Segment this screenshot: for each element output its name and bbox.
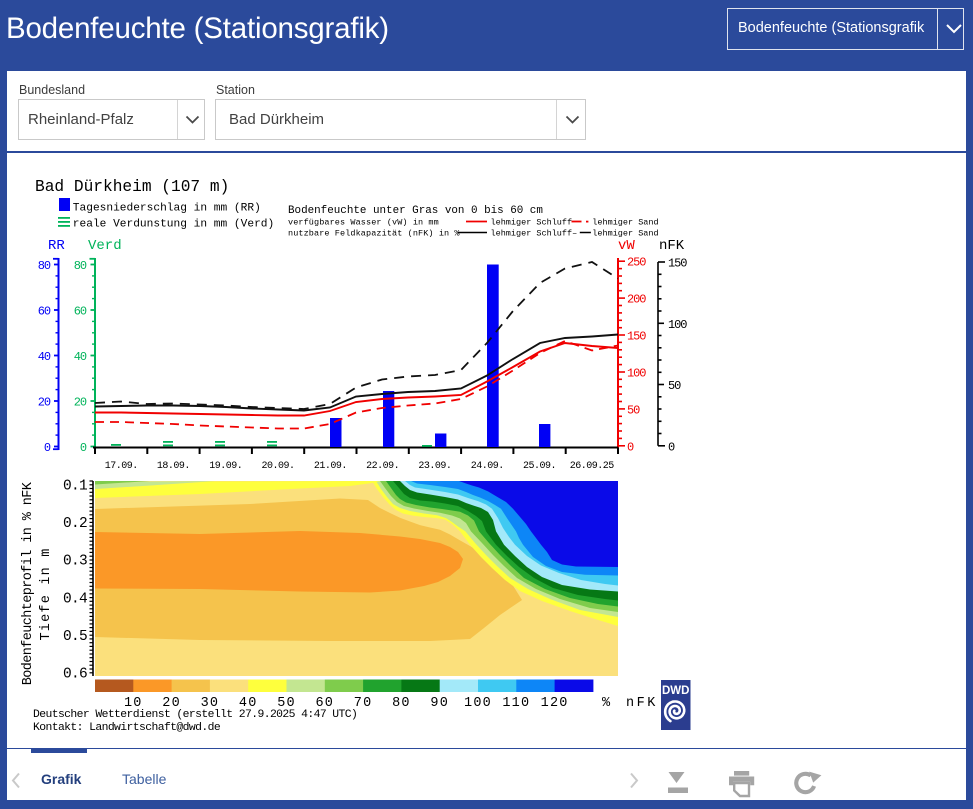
svg-text:90: 90 [430,696,449,711]
svg-text:60: 60 [74,305,87,319]
svg-text:30: 30 [201,696,220,711]
svg-text:60: 60 [38,305,51,319]
svg-text:80: 80 [392,696,411,711]
svg-text:20: 20 [162,696,181,711]
svg-text:110: 110 [502,696,530,711]
svg-text:Bodenfeuchte unter Gras von 0: Bodenfeuchte unter Gras von 0 bis 60 cm [288,205,543,217]
svg-text:70: 70 [354,696,373,711]
svg-text:250: 250 [627,256,646,270]
svg-text:17.09.: 17.09. [105,461,138,472]
svg-text:0: 0 [627,440,634,454]
svg-text:RR: RR [48,238,65,254]
svg-text:0.2: 0.2 [63,516,87,532]
svg-text:lehmiger Sand: lehmiger Sand [592,229,658,239]
svg-text:%: % [602,696,611,711]
svg-text:120: 120 [541,696,569,711]
svg-text:DWD: DWD [662,685,689,697]
svg-text:50: 50 [277,696,296,711]
svg-text:150: 150 [627,330,646,344]
svg-text:Tiefe in m: Tiefe in m [39,547,54,640]
svg-text:0.3: 0.3 [63,554,87,570]
svg-text:nFK: nFK [659,238,685,254]
svg-text:vW: vW [618,238,635,254]
svg-text:Deutscher Wetterdienst (erstel: Deutscher Wetterdienst (erstellt 27.9.20… [33,709,357,721]
svg-text:40: 40 [239,696,258,711]
svg-text:20: 20 [74,396,87,410]
svg-text:26.09.25: 26.09.25 [570,461,615,472]
svg-text:100: 100 [668,318,687,332]
svg-text:0.1: 0.1 [63,479,87,495]
svg-text:lehmiger Schluff: lehmiger Schluff [491,218,573,228]
svg-text:Bad Dürkheim (107 m): Bad Dürkheim (107 m) [35,178,229,196]
svg-text:Tagesniederschlag in mm (RR): Tagesniederschlag in mm (RR) [73,203,261,215]
svg-text:40: 40 [38,350,51,364]
svg-text:200: 200 [627,293,646,307]
svg-text:Bodenfeuchteprofil in % nFK: Bodenfeuchteprofil in % nFK [21,481,36,685]
svg-text:Verd: Verd [88,238,122,254]
svg-text:reale Verdunstung in mm (Verd): reale Verdunstung in mm (Verd) [73,219,274,231]
svg-text:Kontakt: Landwirtschaft@dwd.de: Kontakt: Landwirtschaft@dwd.de [33,722,221,734]
svg-text:150: 150 [668,257,687,271]
svg-text:0: 0 [44,441,51,455]
svg-text:18.09.: 18.09. [157,461,190,472]
svg-text:lehmiger Schluff–: lehmiger Schluff– [491,229,578,239]
svg-text:23.09.: 23.09. [418,461,451,472]
svg-text:24.09.: 24.09. [471,461,504,472]
svg-text:80: 80 [74,259,87,273]
svg-text:19.09.: 19.09. [209,461,242,472]
svg-text:nutzbare Feldkapazität (nFK) i: nutzbare Feldkapazität (nFK) in % [288,229,460,239]
svg-text:21.09.: 21.09. [314,461,347,472]
svg-text:100: 100 [464,696,492,711]
svg-text:25.09.: 25.09. [523,461,556,472]
svg-text:0: 0 [668,440,675,454]
svg-text:nFK: nFK [626,696,658,711]
svg-text:0.6: 0.6 [63,667,87,683]
svg-text:22.09.: 22.09. [366,461,399,472]
svg-text:50: 50 [668,379,681,393]
svg-text:100: 100 [627,367,646,381]
svg-text:verfügbares Wasser (vW) in mm: verfügbares Wasser (vW) in mm [288,218,439,228]
svg-text:60: 60 [315,696,334,711]
svg-text:0: 0 [80,441,87,455]
svg-text:50: 50 [627,403,640,417]
svg-text:80: 80 [38,259,51,273]
svg-text:0.5: 0.5 [63,629,87,645]
svg-text:20: 20 [38,396,51,410]
svg-text:10: 10 [124,696,143,711]
svg-text:40: 40 [74,350,87,364]
svg-text:lehmiger Sand: lehmiger Sand [592,218,658,228]
svg-text:0.4: 0.4 [63,591,87,607]
svg-text:20.09.: 20.09. [261,461,294,472]
